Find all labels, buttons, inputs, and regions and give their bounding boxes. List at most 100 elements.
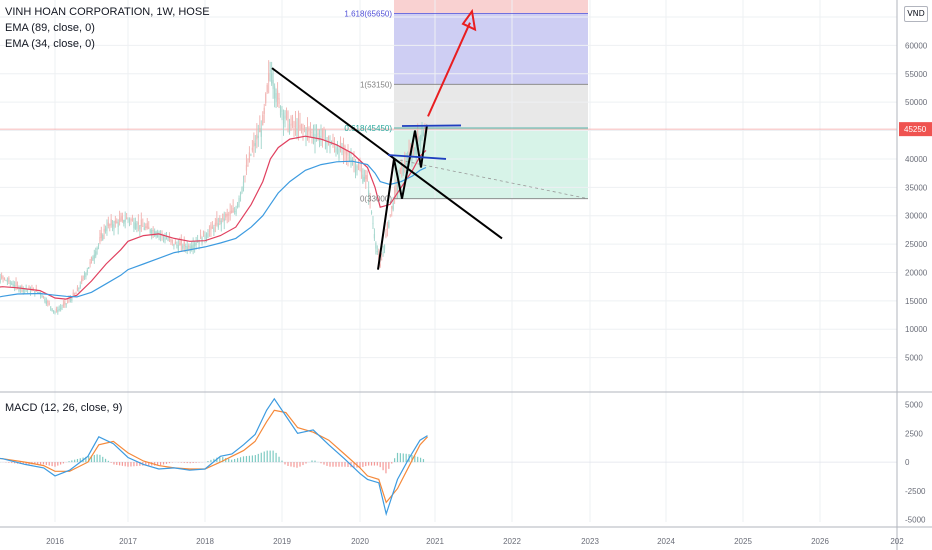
- candle-body: [309, 132, 312, 134]
- macd-histogram-bar: [376, 462, 378, 466]
- candle-body: [57, 310, 59, 313]
- ema-89-line: [0, 160, 427, 298]
- candle-body: [148, 226, 150, 230]
- candle-body: [279, 106, 282, 116]
- candle-body: [82, 276, 84, 280]
- candle-body: [375, 243, 377, 249]
- macd-histogram-bar: [231, 459, 233, 463]
- fib-zone-1: [394, 84, 588, 129]
- candle-body: [154, 231, 156, 237]
- candle-body: [254, 143, 256, 146]
- macd-histogram-bar: [305, 462, 307, 464]
- candle-body: [405, 162, 407, 166]
- macd-histogram-bar: [207, 460, 209, 463]
- candle-body: [285, 110, 288, 119]
- macd-histogram-bar: [260, 452, 262, 463]
- candle-body: [21, 285, 23, 288]
- candle-body: [131, 218, 134, 222]
- macd-histogram-bar: [347, 462, 349, 467]
- macd-histogram-bar: [85, 456, 87, 463]
- candle-body: [81, 278, 83, 283]
- candle-body: [256, 134, 258, 140]
- price-tick-label: 35000: [905, 183, 928, 192]
- macd-histogram-bar: [102, 456, 104, 463]
- ema-89-label[interactable]: EMA (89, close, 0): [5, 22, 95, 34]
- macd-histogram-bar: [234, 459, 236, 463]
- candle-body: [9, 282, 11, 284]
- candle-body: [383, 244, 386, 250]
- candle-body: [268, 72, 270, 82]
- candle-body: [38, 292, 40, 294]
- candle-body: [396, 185, 399, 190]
- macd-histogram-bar: [248, 455, 251, 463]
- macd-histogram-bar: [99, 454, 101, 463]
- candle-body: [395, 184, 397, 192]
- candle-body: [41, 295, 43, 298]
- macd-pane: [0, 391, 932, 517]
- candle-body: [65, 303, 67, 305]
- macd-histogram-bar: [116, 462, 118, 465]
- candle-body: [189, 246, 191, 252]
- candle-body: [97, 244, 100, 246]
- macd-histogram-bar: [422, 459, 425, 463]
- candle-body: [412, 150, 414, 152]
- trend-drawings: [271, 8, 503, 270]
- candle-body: [336, 148, 339, 153]
- candle-body: [415, 144, 417, 155]
- candle-body: [5, 280, 7, 282]
- macd-label[interactable]: MACD (12, 26, close, 9): [5, 402, 123, 414]
- candle-body: [107, 222, 109, 227]
- macd-histogram-bar: [96, 454, 98, 463]
- candle-body: [2, 277, 4, 279]
- price-tick-label: 55000: [905, 70, 928, 79]
- ema-34-label[interactable]: EMA (34, close, 0): [5, 38, 95, 50]
- candle-body: [404, 160, 406, 166]
- candle-body: [345, 151, 348, 155]
- candle-body: [317, 132, 319, 136]
- candle-body: [293, 126, 295, 128]
- candle-body: [140, 219, 142, 226]
- candle-body: [245, 164, 248, 171]
- candle-body: [124, 219, 126, 222]
- candle-body: [177, 244, 179, 251]
- candle-body: [37, 291, 39, 293]
- macd-histogram-bar: [323, 462, 325, 465]
- macd-histogram-bar: [228, 458, 230, 463]
- candle-body: [333, 145, 336, 147]
- candle-body: [290, 123, 292, 126]
- candle-body: [321, 128, 324, 138]
- macd-histogram-bar: [269, 450, 271, 463]
- candle-body: [208, 230, 211, 232]
- candle-body: [106, 226, 108, 232]
- price-tick-label: 40000: [905, 155, 928, 164]
- macd-histogram-bar: [396, 452, 399, 463]
- candle-body: [329, 142, 331, 147]
- candle-body: [75, 293, 77, 295]
- candle-body: [275, 93, 277, 102]
- candle-body: [408, 150, 410, 159]
- candle-body: [228, 214, 230, 216]
- candle-body: [276, 90, 279, 100]
- macd-histogram-bar: [88, 456, 90, 463]
- candle-body: [273, 86, 276, 99]
- macd-histogram-bar: [272, 450, 274, 463]
- macd-histogram-bar: [382, 462, 384, 471]
- macd-histogram-bar: [11, 462, 13, 464]
- candle-body: [354, 163, 357, 173]
- candle-body: [271, 73, 273, 84]
- candle-body: [145, 226, 147, 228]
- candle-body: [139, 225, 141, 230]
- candle-body: [315, 134, 318, 137]
- candle-body: [385, 233, 387, 237]
- candle-body: [180, 240, 182, 246]
- macd-histogram-bar: [388, 462, 390, 469]
- candle-body: [15, 282, 17, 286]
- macd-histogram-bar: [236, 458, 239, 463]
- candle-body: [133, 221, 135, 229]
- candle-body: [92, 257, 94, 261]
- candle-body: [52, 310, 55, 312]
- macd-histogram-bar: [281, 460, 283, 463]
- macd-histogram-bar: [45, 462, 47, 465]
- macd-histogram-bar: [368, 462, 370, 466]
